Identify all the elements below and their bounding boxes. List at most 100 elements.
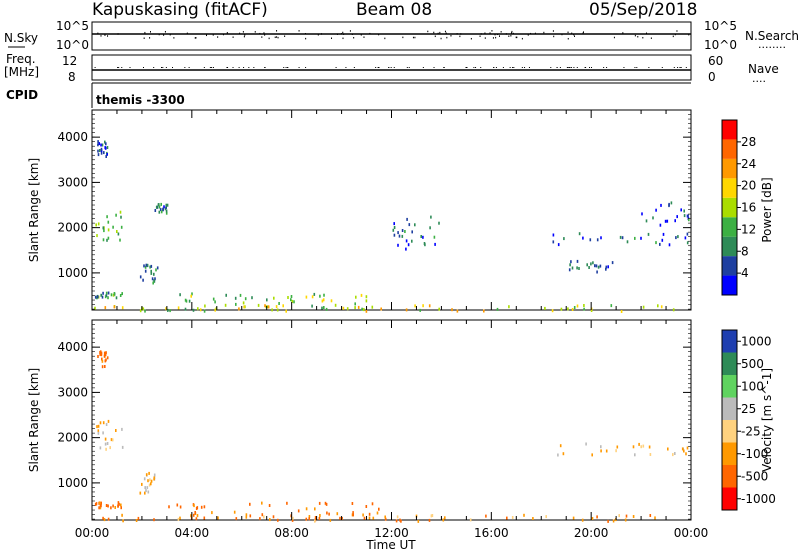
colorbar-swatch xyxy=(722,397,737,420)
range-gate-cell xyxy=(154,209,157,212)
sky-noise-dot xyxy=(510,35,512,37)
nave-dot xyxy=(556,67,558,68)
range-gate-cell xyxy=(146,263,149,267)
range-gate-cell xyxy=(451,308,453,312)
range-gate-cell xyxy=(238,307,240,311)
range-gate-cell xyxy=(395,519,398,523)
nave-dot xyxy=(118,67,120,68)
nave-dot xyxy=(335,67,337,68)
nave-dot xyxy=(377,67,379,68)
range-gate-cell xyxy=(97,355,99,358)
range-gate-cell xyxy=(190,514,192,518)
sky-noise-dot xyxy=(505,33,507,35)
colorbar-tick-label: 20 xyxy=(741,179,756,193)
sky-noise-dot xyxy=(222,33,224,36)
range-gate-cell xyxy=(114,506,116,509)
range-gate-cell xyxy=(680,208,682,212)
sky-noise-dot xyxy=(194,37,196,39)
nave-dot xyxy=(162,67,164,68)
power-heatmap xyxy=(94,140,690,313)
range-gate-cell xyxy=(103,354,106,358)
range-gate-cell xyxy=(371,305,374,309)
range-gate-cell xyxy=(185,299,188,303)
range-gate-cell xyxy=(153,279,155,283)
range-gate-cell xyxy=(278,302,280,305)
range-gate-cell xyxy=(599,264,602,268)
freq-right-tick-top: 60 xyxy=(708,54,723,68)
sky-noise-dot xyxy=(470,37,472,40)
range-gate-cell xyxy=(336,512,339,516)
range-gate-cell xyxy=(654,516,656,520)
range-gate-cell xyxy=(118,502,120,506)
sky-noise-dot xyxy=(534,32,536,35)
sky-noise-dot xyxy=(674,33,676,36)
range-gate-cell xyxy=(293,300,295,304)
colorbar-tick-label: 16 xyxy=(741,201,756,215)
range-gate-cell xyxy=(120,503,122,507)
range-gate-cell xyxy=(372,516,375,520)
range-gate-cell xyxy=(158,205,161,209)
sky-noise-dot xyxy=(117,33,119,35)
range-gate-cell xyxy=(684,236,687,240)
sky-noise-dot xyxy=(263,32,265,34)
nave-dot xyxy=(188,67,190,68)
sky-noise-dot xyxy=(261,36,263,38)
range-gate-cell xyxy=(496,307,499,311)
cpid-text: themis -3300 xyxy=(96,93,185,107)
range-gate-cell xyxy=(115,296,118,300)
range-gate-cell xyxy=(626,240,629,244)
range-gate-cell xyxy=(648,445,651,449)
nave-dot xyxy=(238,67,240,68)
range-gate-cell xyxy=(544,306,546,310)
nave-dot xyxy=(422,67,424,68)
range-gate-cell xyxy=(153,518,155,522)
sky-left-tick-top: 10^5 xyxy=(56,19,89,33)
range-gate-cell xyxy=(393,226,396,229)
range-gate-cell xyxy=(532,517,534,520)
range-gate-cell xyxy=(668,243,671,247)
sky-noise-dot xyxy=(259,32,261,35)
range-gate-cell xyxy=(158,210,161,214)
range-gate-cell xyxy=(211,511,213,515)
time-tick-label: 12:00 xyxy=(374,526,409,540)
range-gate-cell xyxy=(681,447,684,451)
range-gate-cell xyxy=(245,515,248,519)
range-gate-cell xyxy=(155,268,157,272)
nave-dot xyxy=(570,67,572,68)
range-gate-cell xyxy=(578,267,580,270)
sky-noise-dot xyxy=(277,36,279,39)
range-gate-cell xyxy=(97,153,100,157)
range-gate-cell xyxy=(203,516,206,520)
range-gate-cell xyxy=(110,438,113,442)
range-gate-cell xyxy=(660,203,662,207)
range-gate-cell xyxy=(96,425,98,429)
nave-dot xyxy=(209,67,211,68)
range-gate-cell xyxy=(147,479,149,483)
nave-dot xyxy=(172,67,174,68)
range-gate-cell xyxy=(112,225,114,229)
range-gate-cell xyxy=(99,149,101,152)
sky-noise-dot xyxy=(384,37,386,40)
y-tick-label: 1000 xyxy=(57,476,88,490)
range-gate-cell xyxy=(158,203,160,207)
sky-noise-dot xyxy=(412,36,414,39)
range-gate-cell xyxy=(562,452,565,456)
range-gate-cell xyxy=(119,294,122,297)
range-gate-cell xyxy=(573,306,576,309)
range-gate-cell xyxy=(190,294,192,298)
range-gate-cell xyxy=(148,471,150,475)
range-gate-cell xyxy=(97,431,100,435)
sky-noise-dot xyxy=(369,32,371,35)
sky-noise-dot xyxy=(500,31,502,33)
sky-right-dots: ........ xyxy=(758,38,786,51)
sky-trace xyxy=(92,30,691,40)
range-gate-cell xyxy=(588,266,590,269)
range-gate-cell xyxy=(511,516,514,519)
range-gate-cell xyxy=(305,295,308,299)
range-gate-cell xyxy=(305,517,308,521)
range-gate-cell xyxy=(363,308,365,312)
range-gate-cell xyxy=(106,238,108,242)
range-gate-cell xyxy=(272,515,275,519)
sky-noise-dot xyxy=(515,36,517,39)
range-gate-cell xyxy=(197,307,199,311)
